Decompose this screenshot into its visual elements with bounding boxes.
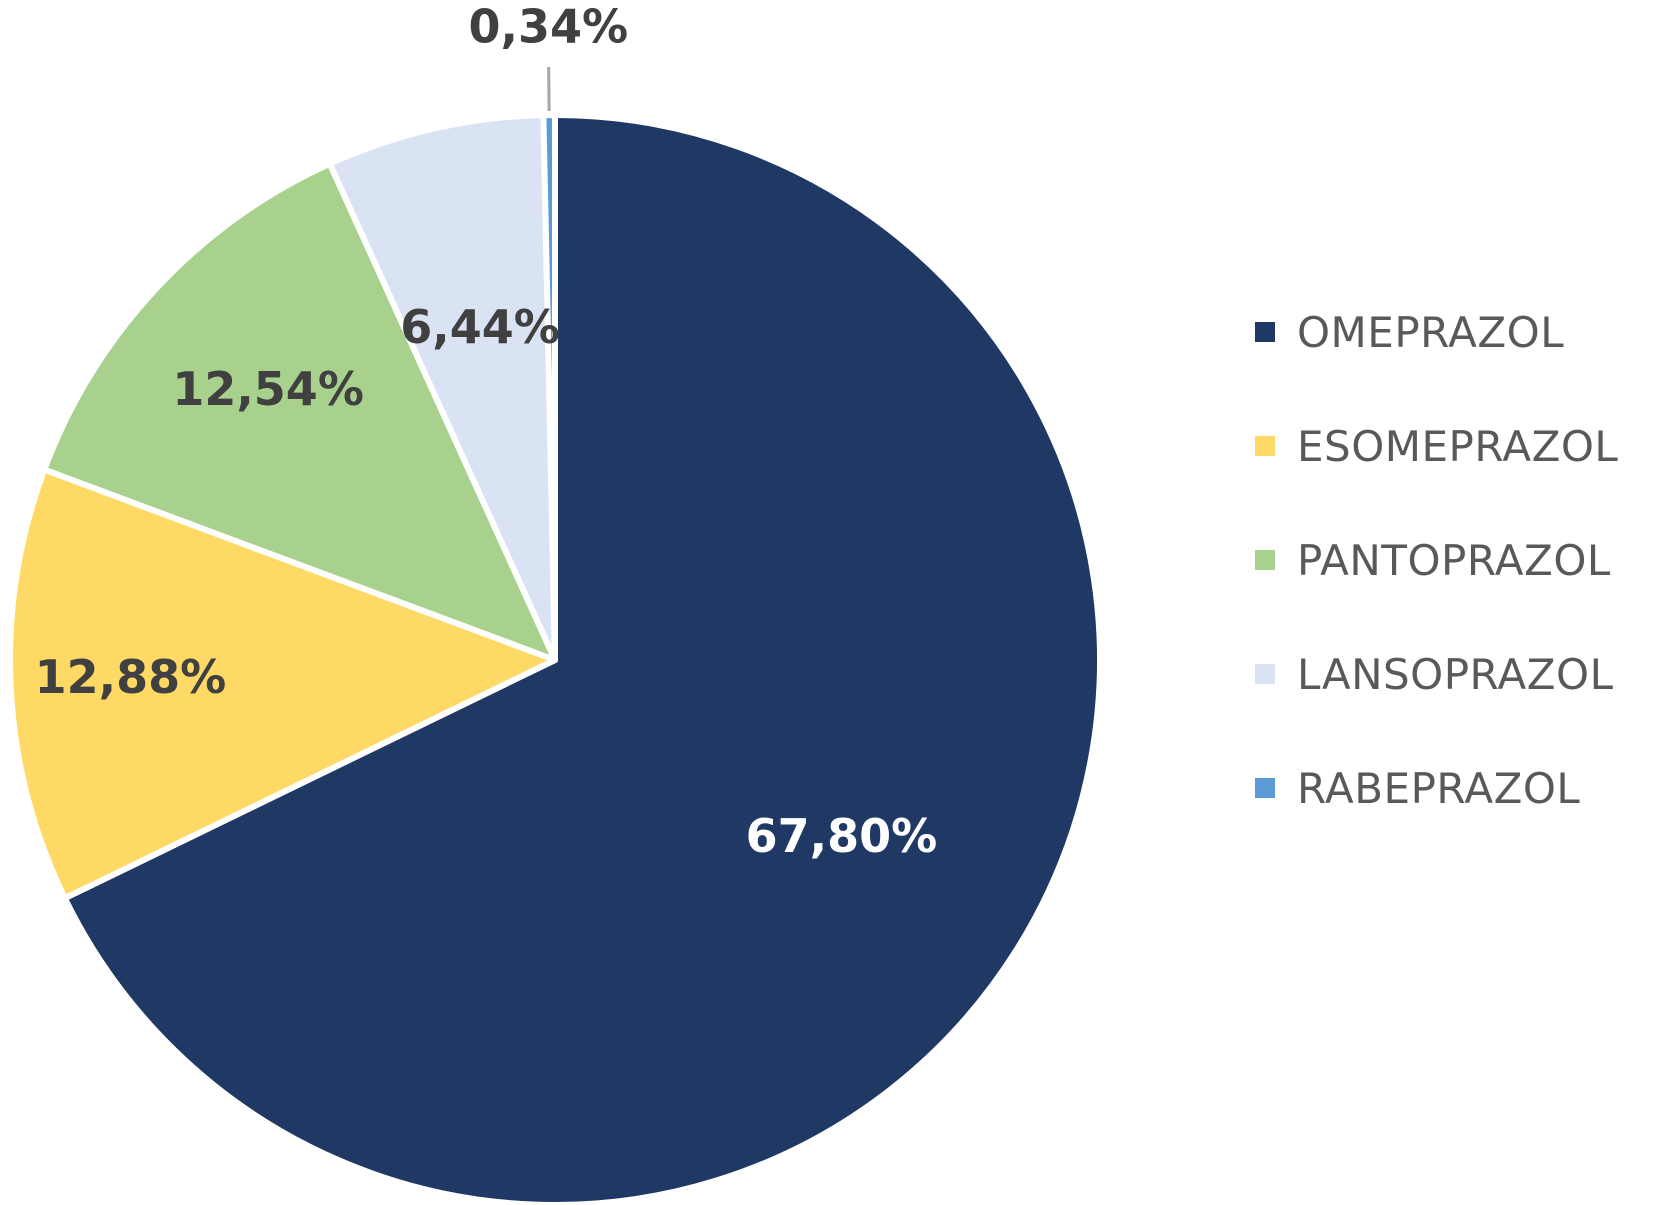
legend-item-lansoprazol: LANSOPRAZOL xyxy=(1255,617,1618,731)
pie-slice-esomeprazol xyxy=(7,466,558,902)
legend-label-lansoprazol: LANSOPRAZOL xyxy=(1297,649,1614,699)
pie-slices xyxy=(7,111,1103,1205)
legend-label-omeprazol: OMEPRAZOL xyxy=(1297,307,1565,357)
legend-item-omeprazol: OMEPRAZOL xyxy=(1255,275,1618,389)
legend-item-rabeprazol: RABEPRAZOL xyxy=(1255,731,1618,845)
legend-swatch-rabeprazol xyxy=(1255,778,1275,798)
legend-item-esomeprazol: ESOMEPRAZOL xyxy=(1255,389,1618,503)
legend-item-pantoprazol: PANTOPRAZOL xyxy=(1255,503,1618,617)
data-label-omeprazol: 67,80% xyxy=(746,809,938,863)
pie-slice-lansoprazol xyxy=(326,112,558,663)
legend-swatch-pantoprazol xyxy=(1255,550,1275,570)
pie-slice-rabeprazol xyxy=(540,111,558,663)
legend-label-pantoprazol: PANTOPRAZOL xyxy=(1297,535,1611,585)
legend-label-esomeprazol: ESOMEPRAZOL xyxy=(1297,421,1619,471)
legend-swatch-omeprazol xyxy=(1255,322,1275,342)
data-label-pantoprazol: 12,54% xyxy=(172,362,364,416)
pie-data-labels: 67,80% 12,88% 12,54% 6,44% 0,34% xyxy=(35,0,938,863)
data-label-rabeprazol: 0,34% xyxy=(468,0,628,54)
legend-label-rabeprazol: RABEPRAZOL xyxy=(1297,763,1581,813)
pie-slice-omeprazol xyxy=(61,112,1103,1205)
legend-swatch-lansoprazol xyxy=(1255,664,1275,684)
chart-legend: OMEPRAZOL ESOMEPRAZOL PANTOPRAZOL LANSOPRAZ… xyxy=(1255,275,1618,845)
pie-slice-pantoprazol xyxy=(41,160,558,663)
data-label-esomeprazol: 12,88% xyxy=(35,650,227,704)
data-label-lansoprazol: 6,44% xyxy=(400,300,560,354)
legend-swatch-esomeprazol xyxy=(1255,436,1275,456)
